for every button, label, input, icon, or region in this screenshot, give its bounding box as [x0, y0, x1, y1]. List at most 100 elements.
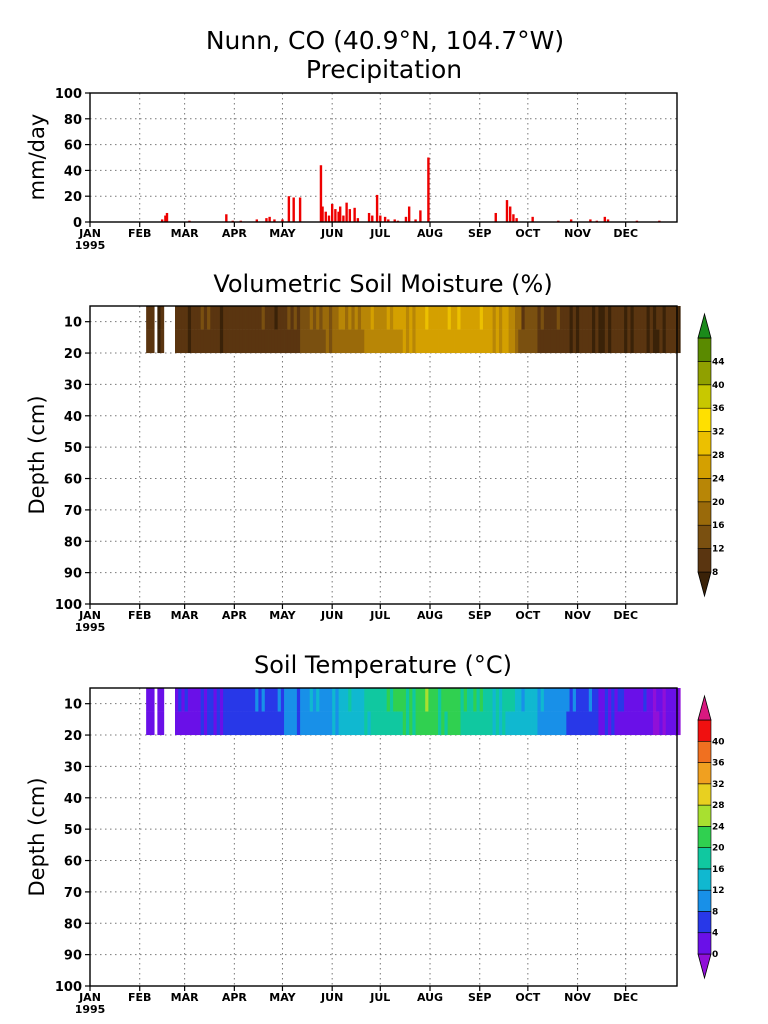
heat-cell — [184, 329, 189, 354]
heat-cell — [361, 711, 365, 736]
heat-cell — [223, 306, 227, 330]
heat-cell — [409, 688, 413, 712]
colorbar-segment — [697, 762, 712, 785]
heat-cell — [181, 711, 186, 736]
heat-cell — [585, 711, 590, 736]
heat-cell — [569, 329, 574, 354]
heat-cell — [447, 329, 452, 354]
precipitation-x-ticks: JAN FEB MAR APR MAY JUN JUL AUG SEP OCT NOV DEC 1995 — [75, 222, 638, 252]
heat-cell — [152, 688, 155, 712]
heat-cell — [585, 306, 590, 330]
heat-cell — [591, 306, 596, 330]
precip-bar — [589, 219, 592, 222]
heat-cell — [646, 711, 651, 736]
colorbar-tick-label: 20 — [712, 498, 725, 508]
colorbar-segment — [697, 889, 712, 912]
heat-cell — [575, 688, 580, 712]
heat-cell — [617, 306, 622, 330]
heat-cell — [470, 306, 474, 330]
heat-cell — [341, 329, 346, 354]
heat-cell — [460, 688, 465, 712]
heat-cell — [207, 711, 211, 736]
heat-cell — [412, 329, 416, 354]
y-tick-label: 10 — [64, 316, 82, 331]
heat-cell — [341, 306, 346, 330]
heat-cell — [210, 306, 214, 330]
heat-cell — [367, 688, 372, 712]
precip-bar — [165, 212, 169, 222]
heat-cell — [434, 688, 439, 712]
heat-cell — [370, 329, 375, 354]
heat-cell — [242, 711, 246, 736]
heat-cell — [614, 688, 619, 712]
heat-cell — [617, 688, 622, 712]
colorbar-segment — [697, 478, 712, 503]
heat-cell — [566, 688, 570, 712]
precipitation-bars — [160, 157, 661, 222]
heat-cell — [534, 688, 538, 712]
heat-cell — [591, 329, 596, 354]
heat-cell — [264, 306, 269, 330]
precip-bar — [509, 206, 512, 222]
heat-cell — [649, 329, 654, 354]
x-tick-label-sep: SEP — [468, 991, 492, 1004]
heat-cell — [232, 306, 237, 330]
heat-cell — [627, 306, 631, 330]
soil-moisture-frame — [89, 305, 678, 605]
heat-cell — [543, 711, 548, 736]
heat-cell — [585, 329, 590, 354]
heat-cell — [566, 329, 570, 354]
heat-cell — [389, 688, 394, 712]
heat-cell — [444, 329, 449, 354]
heat-cell — [444, 711, 449, 736]
heat-cell — [418, 688, 423, 712]
heat-cell — [604, 306, 609, 330]
heat-cell — [258, 329, 263, 354]
heat-cell — [389, 329, 394, 354]
precip-bar — [512, 214, 515, 222]
heat-cell — [187, 306, 192, 330]
heat-cell — [203, 329, 208, 354]
heat-cell — [556, 711, 561, 736]
heat-cell — [203, 711, 208, 736]
heat-cell — [293, 329, 298, 354]
heat-cell — [550, 329, 554, 354]
heat-cell — [160, 306, 165, 330]
x-tick-label-may: MAY — [269, 991, 296, 1004]
precip-bar — [383, 216, 387, 222]
x-tick-label-feb: FEB — [128, 227, 151, 240]
heat-cell — [223, 329, 227, 354]
heat-cell — [418, 306, 423, 330]
y-tick-label: 100 — [55, 87, 82, 102]
heat-cell — [604, 688, 609, 712]
heat-cell — [511, 306, 516, 330]
heat-cell — [393, 329, 397, 354]
year-label: 1995 — [75, 239, 106, 252]
heat-cell — [668, 306, 673, 330]
heat-cell — [515, 329, 519, 354]
heat-cell — [149, 711, 153, 736]
heat-cell — [268, 329, 272, 354]
heat-cell — [255, 688, 259, 712]
heat-cell — [547, 688, 551, 712]
heat-cell — [245, 711, 250, 736]
heat-cell — [306, 306, 311, 330]
colorbar-tick-label: 32 — [712, 780, 725, 790]
colorbar-segment — [697, 501, 712, 526]
heat-cell — [569, 711, 574, 736]
heat-cell — [309, 329, 314, 354]
precip-bar — [569, 219, 573, 222]
colorbar-segment — [697, 312, 712, 339]
heat-cell — [341, 711, 346, 736]
heat-cell — [226, 306, 230, 330]
precipitation-frame — [89, 92, 678, 223]
colorbar-tick-label: 16 — [712, 521, 725, 531]
heat-cell — [582, 688, 586, 712]
heat-cell — [242, 329, 246, 354]
heat-cell — [210, 329, 214, 354]
heat-cell — [678, 688, 681, 712]
heat-cell — [431, 711, 436, 736]
heat-cell — [280, 711, 285, 736]
heat-cell — [303, 306, 307, 330]
heat-cell — [357, 306, 362, 330]
